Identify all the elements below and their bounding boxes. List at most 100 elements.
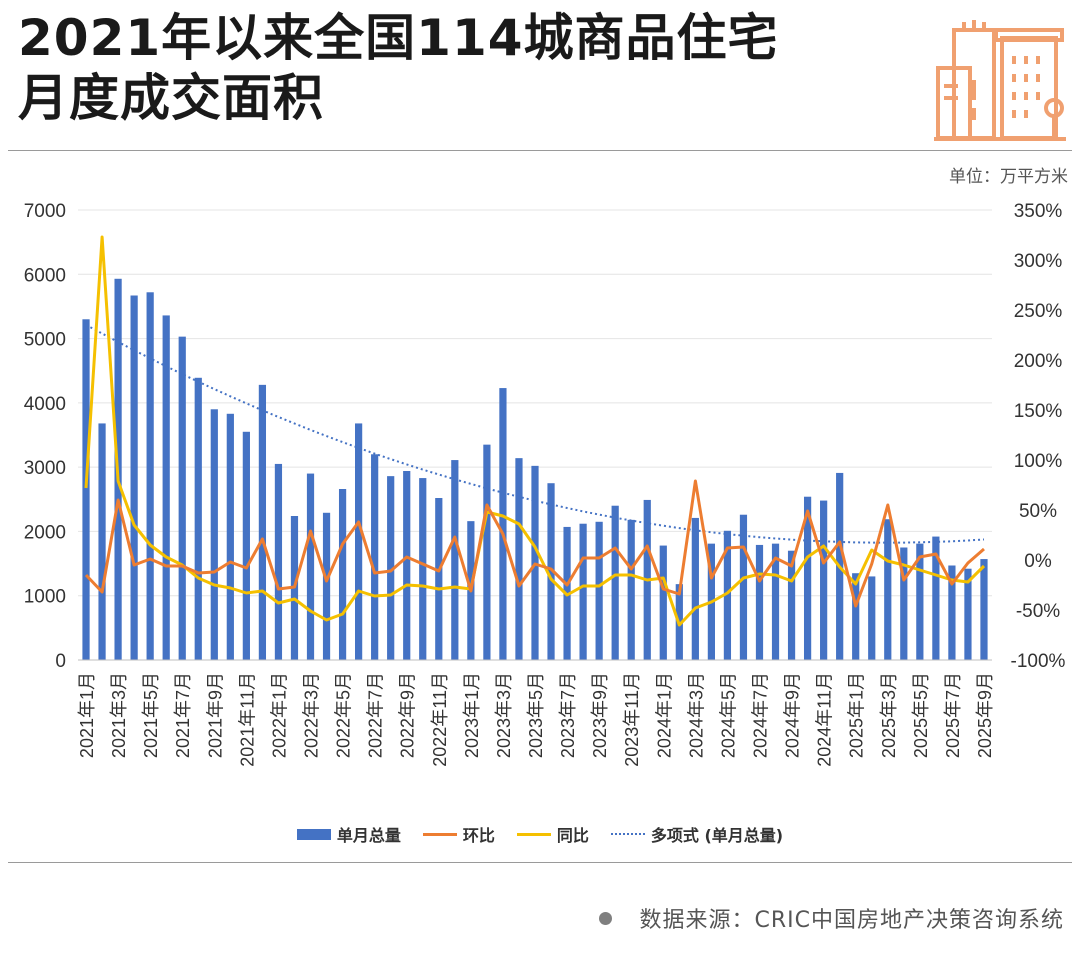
bar-2023年10月 — [611, 505, 619, 660]
y-right-tick-label: 100% — [1014, 451, 1063, 472]
bar-2022年11月 — [435, 498, 443, 660]
bar-2024年6月 — [739, 514, 748, 660]
legend-label: 多项式 (单月总量) — [650, 826, 784, 845]
bar-2023年3月 — [499, 388, 507, 660]
legend-swatch-line — [516, 832, 551, 836]
poly-trend-line — [85, 324, 985, 544]
y-right-tick-label: 50% — [1019, 501, 1057, 522]
title-line-2: 月度成交面积 — [18, 69, 324, 127]
x-tick-label: 2024年3月 — [686, 672, 706, 758]
y-left-tick-label: 7000 — [24, 201, 66, 222]
legend: 单月总量 环比 同比 多项式 (单月总量) — [0, 822, 1080, 846]
legend-poly-trend: 多项式 (单月总量) — [610, 822, 784, 846]
y-right-tick-label: 150% — [1014, 401, 1063, 422]
bar-2023年8月 — [579, 523, 587, 660]
chart-title: 2021年以来全国114城商品住宅 月度成交面积 — [18, 8, 779, 128]
bar-2021年10月 — [226, 413, 234, 660]
yoy-line — [84, 235, 986, 627]
legend-mom: 环比 — [422, 822, 495, 846]
bar-2025年5月 — [916, 543, 924, 660]
legend-label: 单月总量 — [336, 826, 401, 845]
y-left-tick-label: 1000 — [24, 587, 66, 608]
bar-2023年4月 — [515, 458, 523, 660]
x-tick-label: 2021年9月 — [205, 672, 225, 758]
legend-label: 环比 — [462, 826, 495, 845]
bullet-icon — [598, 911, 612, 925]
poly-trend-series — [85, 324, 985, 544]
x-tick-label: 2025年3月 — [879, 672, 899, 758]
legend-yoy: 同比 — [516, 822, 589, 846]
bar-2023年11月 — [627, 519, 635, 660]
x-tick-label: 2022年9月 — [398, 672, 418, 758]
x-tick-label: 2023年3月 — [494, 672, 514, 758]
x-tick-label: 2022年11月 — [430, 672, 450, 767]
bar-2025年2月 — [868, 576, 876, 660]
y-left-tick-label: 6000 — [24, 265, 66, 286]
x-tick-label: 2022年5月 — [334, 672, 354, 758]
x-tick-label: 2023年1月 — [462, 672, 482, 758]
x-tick-label: 2021年7月 — [173, 672, 193, 758]
x-tick-label: 2022年3月 — [302, 672, 322, 758]
x-tick-label: 2024年11月 — [815, 672, 835, 767]
legend-swatch-line — [422, 832, 457, 836]
bar-2025年9月 — [980, 559, 988, 660]
bar-2025年4月 — [900, 547, 908, 660]
y-right-tick-label: 200% — [1014, 351, 1063, 372]
bar-2021年7月 — [178, 336, 186, 660]
bar-2025年7月 — [948, 565, 956, 660]
bar-2021年12月 — [258, 384, 267, 660]
y-right-tick-label: 0% — [1024, 551, 1052, 572]
x-tick-label: 2024年5月 — [718, 672, 738, 758]
bar-2021年1月 — [82, 319, 90, 660]
footer-divider — [8, 862, 1072, 863]
bar-2021年8月 — [194, 377, 202, 660]
bar-2022年4月 — [322, 512, 331, 660]
x-tick-label: 2022年1月 — [269, 672, 289, 758]
bar-2022年9月 — [403, 471, 411, 660]
bar-2022年5月 — [338, 489, 347, 660]
bar-2025年1月 — [852, 573, 860, 660]
line-series — [84, 235, 986, 627]
y-left-tick-label: 4000 — [24, 394, 66, 415]
bar-2021年5月 — [146, 292, 154, 660]
bar-2022年7月 — [371, 454, 379, 660]
city-buildings-icon — [934, 20, 1066, 141]
y-right-tick-label: 300% — [1014, 251, 1063, 272]
bar-2024年8月 — [771, 543, 780, 660]
x-tick-label: 2025年1月 — [847, 672, 867, 758]
bar-2024年7月 — [755, 544, 764, 660]
bar-2022年10月 — [419, 478, 427, 660]
bar-2022年3月 — [306, 473, 315, 660]
y-left-tick-label: 5000 — [24, 330, 66, 351]
y-right-tick-label: 250% — [1014, 301, 1063, 322]
x-tick-label: 2021年11月 — [237, 672, 257, 767]
unit-label: 单位：万平方米 — [949, 167, 1068, 187]
bar-2022年8月 — [387, 476, 395, 660]
bar-2021年9月 — [210, 409, 218, 660]
bar-2024年9月 — [787, 550, 796, 660]
y-left-tick-label: 0 — [55, 651, 66, 672]
source-note: 数据来源：CRIC中国房地产决策咨询系统 — [598, 902, 1065, 934]
y-left-tick-label: 3000 — [24, 458, 66, 479]
source-text: 数据来源：CRIC中国房地产决策咨询系统 — [639, 908, 1064, 933]
axes: 0 1000 2000 3000 4000 5000 6000 7000 -100% -50% 0%… — [24, 201, 1066, 767]
bar-2022年12月 — [451, 460, 459, 660]
bar-2025年3月 — [884, 519, 892, 660]
x-tick-label: 2023年11月 — [622, 672, 642, 767]
bar-2024年1月 — [659, 545, 667, 660]
x-tick-label: 2024年1月 — [654, 672, 674, 758]
bar-2023年2月 — [483, 444, 491, 660]
header-divider — [8, 150, 1072, 151]
x-tick-label: 2025年9月 — [975, 672, 995, 758]
bar-2021年2月 — [98, 423, 106, 660]
x-tick-label: 2023年5月 — [526, 672, 546, 758]
bar-2023年6月 — [547, 483, 555, 660]
y-right-tick-label: -100% — [1011, 651, 1066, 672]
legend-label: 同比 — [556, 826, 589, 845]
y-left-tick-label: 2000 — [24, 522, 66, 543]
x-tick-label: 2025年7月 — [943, 672, 963, 758]
bar-2023年9月 — [595, 521, 603, 660]
title-line-1: 2021年以来全国114城商品住宅 — [18, 9, 779, 67]
bar-2022年6月 — [355, 423, 363, 660]
y-right-tick-label: -50% — [1016, 601, 1060, 622]
